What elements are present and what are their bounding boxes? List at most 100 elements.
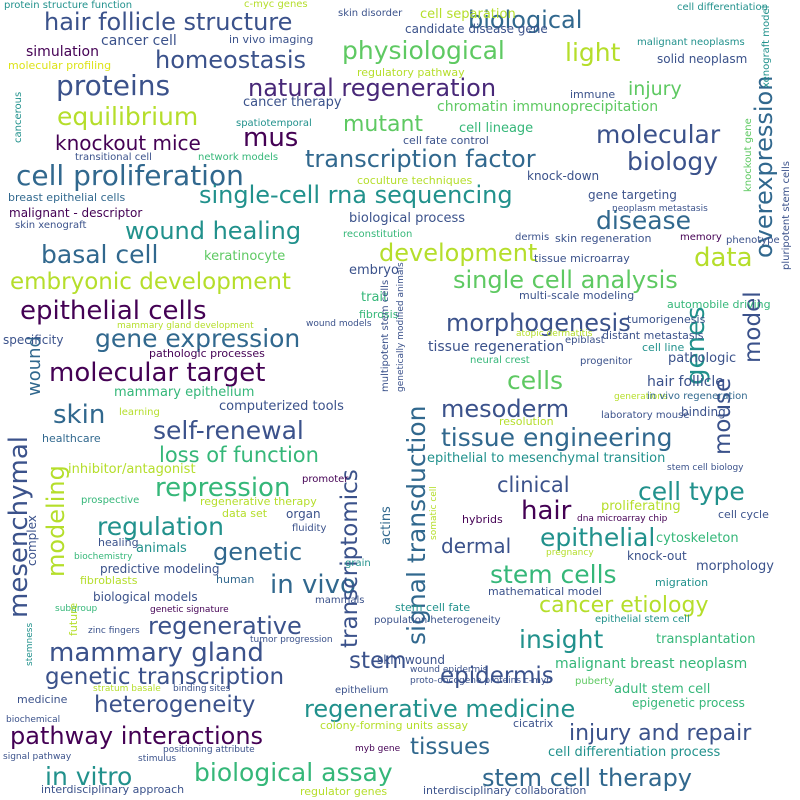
word-proteins: proteins <box>56 69 171 102</box>
word-future: future <box>67 602 80 636</box>
word-cancerous: cancerous <box>13 91 24 143</box>
word-repression: repression <box>155 473 291 503</box>
word-positioning-attribute: positioning attribute <box>163 745 255 755</box>
word-pathologic: pathologic <box>668 351 737 366</box>
word-development: development <box>379 239 538 267</box>
word-injury: injury <box>628 78 682 100</box>
word-epiblast: epiblast <box>565 335 605 346</box>
word-memory: memory <box>680 232 722 243</box>
word-trait: trait <box>361 290 389 305</box>
word-dermal: dermal <box>441 534 512 558</box>
word-distant-metastasis: distant metastasis <box>602 329 704 342</box>
word-c-myc-genes: c-myc genes <box>244 0 308 10</box>
word-learning: learning <box>119 407 160 418</box>
word-cell-lineage: cell lineage <box>459 121 534 136</box>
word-stem-cell-biology: stem cell biology <box>667 463 744 473</box>
word-light: light <box>565 38 621 67</box>
word-tumor-progression: tumor progression <box>250 635 333 645</box>
word-heterogeneity: heterogeneity <box>94 692 256 718</box>
word-somatic-cell: somatic cell <box>429 486 439 540</box>
word-stem-cell-fate: stem cell fate <box>395 601 471 614</box>
word-tumorigenesis: tumorigenesis <box>627 313 706 326</box>
word-data: data <box>694 243 753 273</box>
word-skin-regeneration: skin regeneration <box>555 232 652 245</box>
word-biology: biology <box>627 147 719 176</box>
word-human: human <box>216 573 255 586</box>
word-candidate-disease-gene: candidate disease gene <box>405 22 548 36</box>
word-knockout-gene: knockout gene <box>743 118 754 192</box>
word-malignant-breast-neoplasm: malignant breast neoplasm <box>555 656 748 672</box>
word-transcription-factor: transcription factor <box>305 145 536 173</box>
word-promoter: promoter <box>302 474 349 485</box>
word-cancer-cell: cancer cell <box>101 33 177 49</box>
word-healthcare: healthcare <box>42 432 101 445</box>
word-cicatrix: cicatrix <box>513 717 554 730</box>
word-overexpression: overexpression <box>750 75 778 258</box>
word-single-cell-rna-sequencing: single-cell rna sequencing <box>199 181 513 209</box>
word-biochemistry: biochemistry <box>74 552 133 562</box>
word-stemness: stemness <box>25 622 35 666</box>
word-homeostasis: homeostasis <box>155 46 307 74</box>
word-neoplasm-metastasis: neoplasm metastasis <box>612 204 708 214</box>
word-modeling: modeling <box>42 465 70 577</box>
word-specificity: specificity <box>3 333 64 347</box>
word-cancer-etiology: cancer etiology <box>539 593 709 618</box>
word-in-vivo: in vivo <box>270 570 356 600</box>
word-epithelium: epithelium <box>335 685 389 696</box>
word-healing: healing <box>98 536 139 549</box>
word-network-models: network models <box>198 152 279 163</box>
word-atopic-dermatitis: atopic dermatitis <box>516 329 593 339</box>
word-dna-microarray-chip: dna microarray chip <box>577 514 668 524</box>
word-malignant-descriptor: malignant - descriptor <box>9 206 143 220</box>
word-subgroup: subgroup <box>55 604 98 614</box>
word-cell-differentiation-process: cell differentiation process <box>548 745 721 760</box>
word-coculture-techniques: coculture techniques <box>357 174 473 187</box>
word-epithelial-stem-cell: epithelial stem cell <box>595 614 690 625</box>
word-gene-targeting: gene targeting <box>588 188 677 202</box>
word-tissue-engineering: tissue engineering <box>441 423 673 452</box>
word-prospective: prospective <box>81 495 140 506</box>
word-cell-line: cell line <box>642 341 685 354</box>
word-biological-models: biological models <box>93 590 198 604</box>
word-hybrids: hybrids <box>462 513 503 526</box>
word-pluripotent-stem-cells: pluripotent stem cells <box>781 161 792 270</box>
word-molecular-target: molecular target <box>49 358 266 388</box>
word-automobile-driving: automobile driving <box>667 298 771 311</box>
word-actins: actins <box>379 506 394 545</box>
word-genetic-transcription: genetic transcription <box>45 664 285 690</box>
word-natural-regeneration: natural regeneration <box>248 74 497 102</box>
word-skin-disorder: skin disorder <box>338 8 403 19</box>
word-zinc-fingers: zinc fingers <box>88 626 140 636</box>
word-puberty: puberty <box>575 676 615 687</box>
word-knock-out: knock-out <box>627 549 687 563</box>
word-cell-differentiation: cell differentiation <box>677 2 768 13</box>
word-cell-type: cell type <box>638 477 745 506</box>
word-genetic: genetic <box>213 538 303 566</box>
word-stem-cells: stem cells <box>490 560 617 589</box>
word-in-vivo-imaging: in vivo imaging <box>229 33 314 46</box>
word-cell-separation: cell separation <box>420 7 516 22</box>
word-epidermis: epidermis <box>440 663 554 689</box>
word-inhibitor-antagonist: inhibitor/antagonist <box>68 462 196 477</box>
word-colony-forming-units-assay: colony-forming units assay <box>320 719 468 732</box>
word-hair-follicle-structure: hair follicle structure <box>44 8 293 36</box>
word-regenerative: regenerative <box>148 612 302 640</box>
word-molecular: molecular <box>596 120 721 149</box>
word-regulator-genes: regulator genes <box>300 785 388 798</box>
word-morphogenesis: morphogenesis <box>446 309 631 337</box>
word-complex: complex <box>25 515 39 566</box>
word-disease: disease <box>596 206 691 235</box>
word-physiological: physiological <box>342 36 505 65</box>
word-biological-assay: biological assay <box>194 758 393 787</box>
word-in-vivo-regeneration: in vivo regeneration <box>647 391 748 402</box>
word-genetic-signature: genetic signature <box>150 605 229 615</box>
word-tissue-regeneration: tissue regeneration <box>428 339 565 355</box>
word-signal-pathway: signal pathway <box>3 752 72 762</box>
word-animals: animals <box>136 541 187 556</box>
word-migration: migration <box>655 576 709 589</box>
word-molecular-profiling: molecular profiling <box>8 59 112 72</box>
word-tissue-microarray: tissue microarray <box>534 252 630 265</box>
word-binding: binding <box>681 405 726 419</box>
word-tissues: tissues <box>410 734 491 760</box>
